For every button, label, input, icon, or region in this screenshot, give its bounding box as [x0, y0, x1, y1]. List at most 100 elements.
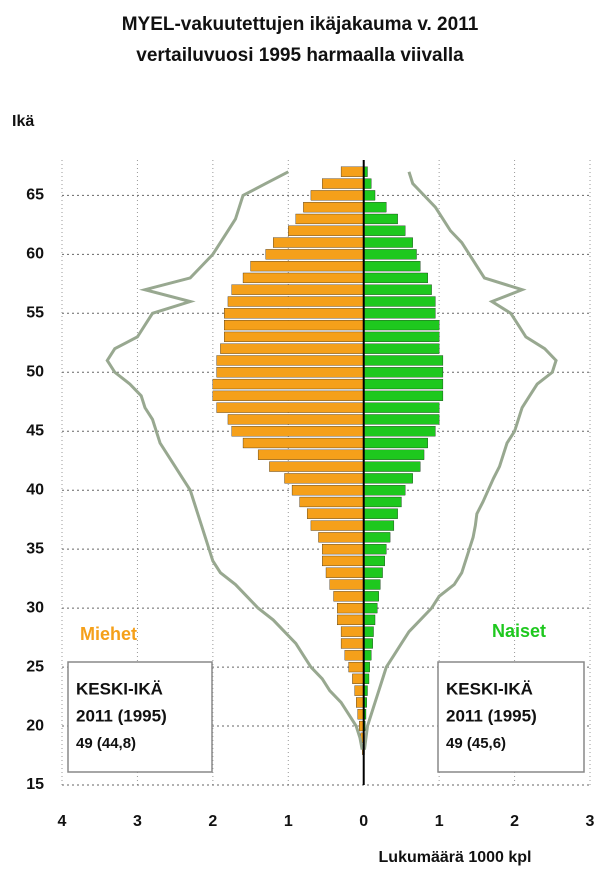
bar	[216, 355, 364, 366]
bar	[363, 284, 432, 295]
bar	[227, 414, 364, 425]
bar	[363, 496, 402, 508]
bar	[363, 626, 374, 637]
chart-title: vertailuvuosi 1995 harmaalla viivalla	[136, 45, 464, 66]
bar	[363, 520, 395, 531]
bar	[325, 567, 364, 578]
bar	[363, 485, 406, 496]
y-tick-label: 15	[26, 776, 44, 793]
bar	[265, 249, 364, 260]
bar	[291, 485, 364, 496]
bar	[363, 367, 444, 378]
bar	[363, 319, 440, 331]
bar	[224, 319, 364, 331]
bar	[273, 237, 364, 248]
bar	[242, 437, 364, 449]
bar	[363, 508, 398, 519]
y-axis-label: Ikä	[12, 113, 34, 130]
bar	[363, 638, 373, 649]
bar	[363, 331, 440, 342]
bar	[363, 579, 381, 590]
bar	[220, 343, 364, 354]
bar	[303, 202, 364, 213]
legend-label: Miehet	[80, 624, 137, 644]
x-tick-label: 4	[58, 813, 67, 830]
annotation-box	[67, 661, 213, 773]
bar	[363, 414, 440, 425]
bar	[212, 378, 364, 390]
bar	[340, 638, 364, 649]
bar	[363, 402, 440, 413]
bar	[356, 697, 364, 708]
bar	[354, 685, 364, 696]
bar	[363, 355, 444, 366]
bar	[340, 166, 364, 177]
bar	[224, 308, 364, 319]
bar	[363, 249, 417, 260]
bar	[310, 520, 364, 531]
bar	[322, 555, 364, 567]
y-tick-label: 55	[26, 305, 44, 322]
bar	[224, 331, 364, 342]
bar	[363, 437, 428, 449]
x-tick-label: 0	[359, 813, 368, 830]
annotation-text: 2011 (1995)	[446, 706, 537, 725]
bar	[322, 178, 364, 189]
bar	[363, 343, 440, 354]
y-tick-label: 35	[26, 540, 44, 557]
y-tick-label: 30	[26, 599, 44, 616]
bar	[337, 614, 364, 626]
bar	[216, 367, 364, 378]
bar	[216, 402, 364, 413]
x-tick-label: 3	[133, 813, 142, 830]
bar	[250, 261, 364, 272]
bar	[363, 591, 379, 602]
bar	[363, 213, 398, 225]
annotation-box	[437, 661, 585, 773]
bar	[363, 378, 444, 390]
bar	[363, 614, 376, 626]
annotation-text: 49 (44,8)	[76, 735, 136, 752]
bar	[363, 390, 444, 401]
bar	[242, 272, 364, 284]
annotation-text: 49 (45,6)	[446, 735, 506, 752]
legend-label: Naiset	[492, 621, 546, 641]
bar	[318, 532, 364, 543]
bar	[227, 296, 364, 307]
bar	[363, 296, 436, 307]
line-1995	[362, 171, 558, 750]
bar	[231, 426, 364, 437]
bar	[348, 661, 364, 673]
y-tick-label: 40	[26, 481, 44, 498]
y-tick-label: 60	[26, 246, 44, 263]
annotation-text: 2011 (1995)	[76, 706, 167, 725]
bar	[363, 650, 372, 661]
bar	[363, 261, 421, 272]
bar	[340, 626, 364, 637]
bar	[306, 508, 364, 519]
bar	[363, 178, 372, 189]
bar	[363, 449, 425, 460]
x-tick-label: 3	[586, 813, 595, 830]
bar	[363, 190, 376, 201]
bar	[363, 237, 413, 248]
bar	[322, 544, 364, 555]
bar	[363, 532, 391, 543]
bar	[363, 461, 421, 472]
y-tick-label: 65	[26, 187, 44, 204]
bar	[295, 213, 364, 225]
bar	[363, 603, 378, 614]
bar	[363, 308, 436, 319]
bar	[337, 603, 364, 614]
bar	[333, 591, 364, 602]
bar	[310, 190, 364, 201]
bar	[231, 284, 364, 295]
x-axis-label: Lukumäärä 1000 kpl	[379, 849, 532, 866]
chart-title: MYEL-vakuutettujen ikäjakauma v. 2011	[122, 14, 479, 35]
bar	[284, 473, 364, 484]
bar	[212, 390, 364, 401]
bar	[352, 673, 364, 684]
bar	[363, 225, 406, 236]
y-tick-label: 25	[26, 658, 44, 675]
